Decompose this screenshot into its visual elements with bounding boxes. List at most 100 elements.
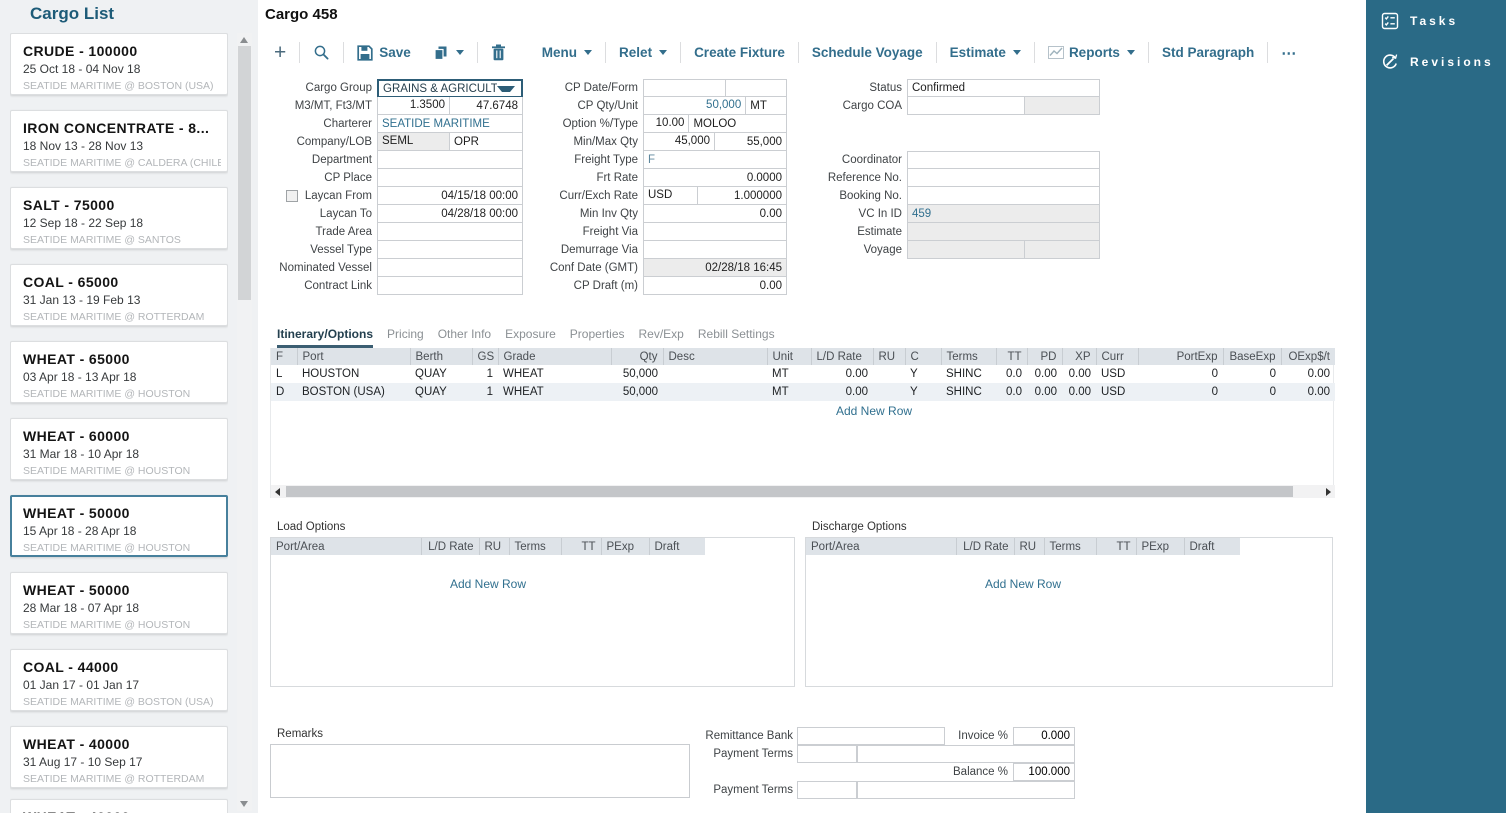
laycan-from-field[interactable]: 04/15/18 00:00	[377, 187, 523, 205]
column-header-ld-rate[interactable]: L/D Rate	[811, 348, 873, 365]
itinerary-cell[interactable]: 0.00	[1062, 365, 1096, 383]
load-options-add-new-row[interactable]: Add New Row	[271, 577, 705, 591]
scroll-down-icon[interactable]	[240, 801, 248, 807]
itinerary-cell[interactable]: 50,000	[611, 383, 663, 401]
min-inv-qty-value[interactable]: 0.00	[644, 208, 786, 220]
reports-button[interactable]: Reports	[1044, 45, 1139, 60]
column-header-port[interactable]: Port	[297, 348, 410, 365]
itinerary-cell[interactable]	[873, 383, 905, 401]
tab-itinerary-options[interactable]: Itinerary/Options	[277, 327, 373, 348]
cp-qty-value[interactable]: 50,000	[644, 97, 746, 114]
cp-qty-unit-field[interactable]: 50,000 MT	[643, 97, 787, 115]
itinerary-cell[interactable]: 50,000	[611, 365, 663, 383]
cargo-card[interactable]: CRUDE - 100000 25 Oct 18 - 04 Nov 18 SEA…	[10, 33, 228, 95]
itinerary-cell[interactable]: D	[271, 383, 297, 401]
column-header-terms[interactable]: Terms	[1044, 538, 1096, 555]
cp-date-form-field[interactable]	[643, 79, 787, 97]
cargo-card[interactable]: WHEAT - 60000 31 Mar 18 - 10 Apr 18 SEAT…	[10, 418, 228, 480]
menu-button[interactable]: Menu	[538, 45, 596, 60]
column-header-berth[interactable]: Berth	[410, 348, 472, 365]
itinerary-cell[interactable]: SHINC	[941, 365, 996, 383]
cp-draft-value[interactable]: 0.00	[644, 280, 786, 292]
itinerary-cell[interactable]: WHEAT	[498, 365, 611, 383]
column-header-tt[interactable]: TT	[1096, 538, 1136, 555]
vessel-type-field[interactable]	[377, 241, 523, 259]
cargo-coa-field[interactable]	[907, 97, 1100, 115]
horizontal-scrollbar[interactable]	[271, 485, 1335, 498]
itinerary-cell[interactable]: 0.00	[1027, 383, 1062, 401]
relet-button[interactable]: Relet	[615, 45, 671, 60]
m3mt-field[interactable]: 1.3500 47.6748	[377, 97, 523, 115]
min-inv-qty-field[interactable]: 0.00	[643, 205, 787, 223]
laycan-checkbox[interactable]	[286, 190, 298, 202]
option-type-value[interactable]: MOLOO	[689, 118, 786, 130]
column-header-port-area[interactable]: Port/Area	[271, 538, 421, 555]
remarks-textarea[interactable]	[270, 744, 690, 798]
column-header-terms[interactable]: Terms	[941, 348, 996, 365]
column-header-gs[interactable]: GS	[472, 348, 498, 365]
itinerary-cell[interactable]: L	[271, 365, 297, 383]
column-header-desc[interactable]: Desc	[663, 348, 767, 365]
status-value[interactable]: Confirmed	[908, 82, 1099, 94]
column-header-f[interactable]: F	[271, 348, 297, 365]
itinerary-cell[interactable]: MT	[767, 383, 811, 401]
cp-draft-field[interactable]: 0.00	[643, 277, 787, 295]
exch-rate-value[interactable]: 1.000000	[698, 190, 786, 202]
delete-button[interactable]	[487, 44, 510, 61]
itinerary-cell[interactable]: 0.00	[1027, 365, 1062, 383]
column-header-c[interactable]: C	[905, 348, 941, 365]
max-qty-value[interactable]: 55,000	[715, 136, 786, 148]
cp-place-field[interactable]	[377, 169, 523, 187]
vc-in-id-value[interactable]: 459	[908, 208, 1099, 220]
column-header-qty[interactable]: Qty	[611, 348, 663, 365]
itinerary-cell[interactable]: USD	[1096, 383, 1138, 401]
charterer-field[interactable]: SEATIDE MARITIME	[377, 115, 523, 133]
scroll-left-icon[interactable]	[275, 488, 280, 496]
column-header-xp[interactable]: XP	[1062, 348, 1096, 365]
column-header-ru[interactable]: RU	[873, 348, 905, 365]
itinerary-cell[interactable]: 0.00	[1281, 365, 1335, 383]
column-header-pd[interactable]: PD	[1027, 348, 1062, 365]
column-header-pexp[interactable]: PExp	[601, 538, 649, 555]
scroll-right-icon[interactable]	[1326, 488, 1331, 496]
column-header-grade[interactable]: Grade	[498, 348, 611, 365]
cargo-card[interactable]: WHEAT - 40000	[10, 799, 228, 813]
freight-type-value[interactable]: F	[644, 154, 786, 166]
itinerary-cell[interactable]: SHINC	[941, 383, 996, 401]
itinerary-cell[interactable]: 0.0	[996, 365, 1027, 383]
trade-area-field[interactable]	[377, 223, 523, 241]
itinerary-cell[interactable]: MT	[767, 365, 811, 383]
nominated-vessel-field[interactable]	[377, 259, 523, 277]
more-button[interactable]: ⋯	[1277, 44, 1301, 62]
itinerary-cell[interactable]: USD	[1096, 365, 1138, 383]
itinerary-cell[interactable]: WHEAT	[498, 383, 611, 401]
itinerary-cell[interactable]: 0.00	[811, 365, 873, 383]
cargo-card[interactable]: COAL - 44000 01 Jan 17 - 01 Jan 17 SEATI…	[10, 649, 228, 711]
itinerary-cell[interactable]: 0.0	[996, 383, 1027, 401]
coordinator-field[interactable]	[907, 151, 1100, 169]
cargo-coa-value[interactable]	[908, 97, 1025, 114]
lob-value[interactable]: OPR	[450, 136, 522, 148]
cargo-group-select[interactable]: GRAINS & AGRICULTU	[377, 79, 523, 98]
payment-terms-desc-field[interactable]	[857, 781, 1075, 799]
column-header-tt[interactable]: TT	[561, 538, 601, 555]
minmax-qty-field[interactable]: 45,000 55,000	[643, 133, 787, 151]
column-header-portexp[interactable]: PortExp	[1138, 348, 1223, 365]
column-header-terms[interactable]: Terms	[509, 538, 561, 555]
status-field[interactable]: Confirmed	[907, 79, 1100, 97]
booking-no-field[interactable]	[907, 187, 1100, 205]
scrollbar-thumb[interactable]	[238, 46, 251, 300]
vc-in-id-field[interactable]: 459	[907, 205, 1100, 223]
itinerary-cell[interactable]	[663, 383, 767, 401]
column-header-ld-rate[interactable]: L/D Rate	[421, 538, 479, 555]
tab-rev-exp[interactable]: Rev/Exp	[639, 327, 684, 348]
department-field[interactable]	[377, 151, 523, 169]
std-paragraph-button[interactable]: Std Paragraph	[1158, 45, 1258, 60]
cargo-card[interactable]: WHEAT - 50000 28 Mar 18 - 07 Apr 18 SEAT…	[10, 572, 228, 634]
tab-properties[interactable]: Properties	[570, 327, 625, 348]
curr-value[interactable]: USD	[644, 187, 698, 204]
itinerary-cell[interactable]	[873, 365, 905, 383]
itinerary-row-discharge[interactable]: D BOSTON (USA) QUAY 1 WHEAT 50,000 MT 0.…	[271, 383, 1335, 401]
payment-terms-code-field[interactable]	[797, 745, 857, 763]
cargo-card[interactable]: WHEAT - 65000 03 Apr 18 - 13 Apr 18 SEAT…	[10, 341, 228, 403]
